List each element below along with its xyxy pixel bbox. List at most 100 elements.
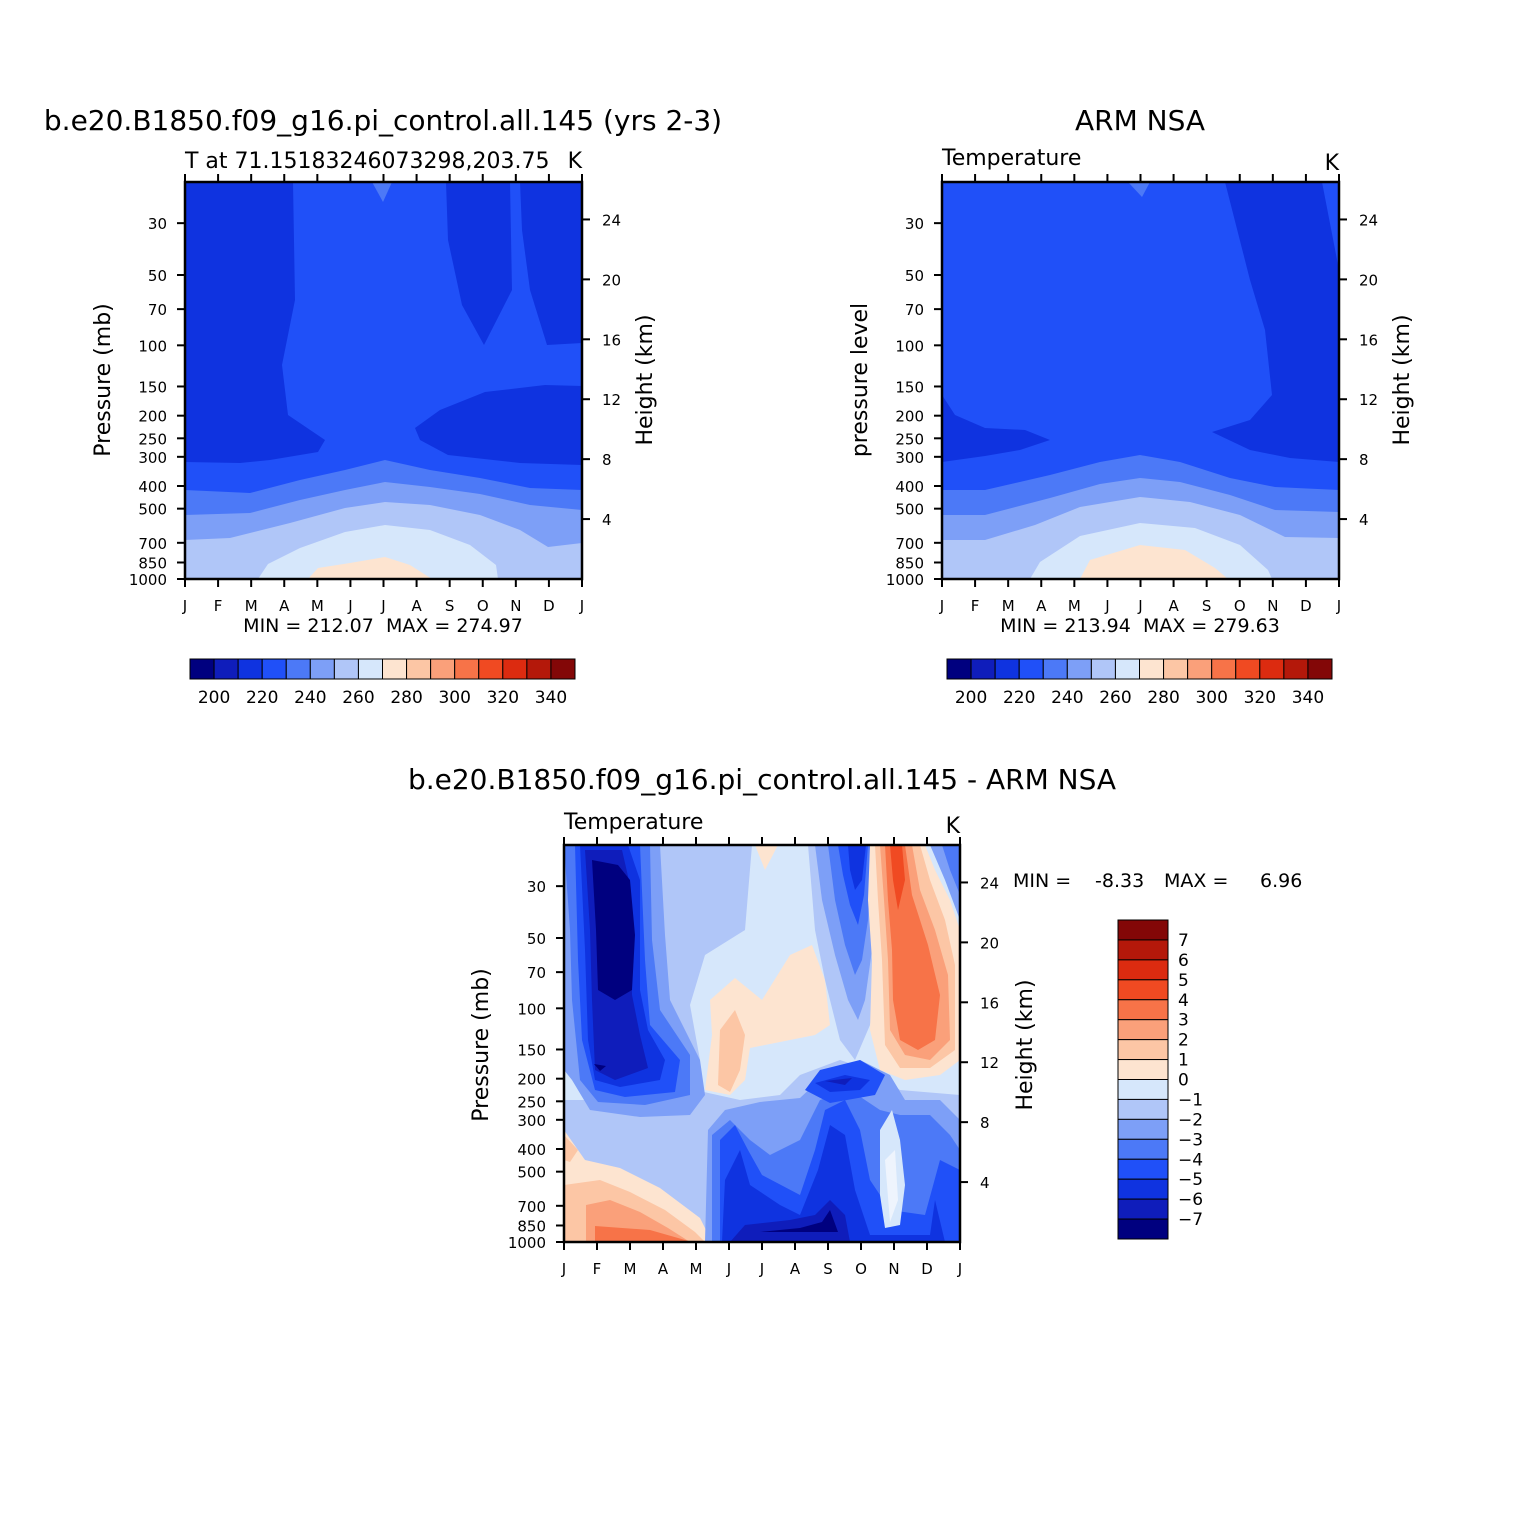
colorbar-label: 260 bbox=[342, 688, 374, 708]
colorbar-label: 200 bbox=[955, 688, 987, 708]
panel-diff-ylabel-right: Height (km) bbox=[1013, 979, 1038, 1110]
x-tick-label: D bbox=[921, 1260, 933, 1278]
colorbar-swatch bbox=[261, 658, 287, 680]
y-right-tick-label: 24 bbox=[980, 874, 999, 892]
colorbar-label: 5 bbox=[1178, 971, 1189, 991]
colorbar-swatch bbox=[526, 658, 552, 680]
x-tick-label: A bbox=[658, 1260, 669, 1278]
y-tick-label: 200 bbox=[895, 408, 924, 426]
colorbar-swatch bbox=[189, 658, 215, 680]
colorbar-swatch bbox=[1117, 999, 1169, 1021]
colorbar-label: −2 bbox=[1178, 1110, 1203, 1130]
x-tick-label: J bbox=[759, 1260, 764, 1278]
x-tick-label: O bbox=[477, 597, 489, 615]
y-tick-label: 300 bbox=[517, 1112, 546, 1130]
x-tick-label: J bbox=[1104, 597, 1109, 615]
y-tick-label: 70 bbox=[148, 301, 167, 319]
colorbar-swatch bbox=[1117, 1138, 1169, 1160]
x-tick-label: F bbox=[593, 1260, 602, 1278]
colorbar-swatch bbox=[357, 658, 383, 680]
colorbar-swatch bbox=[454, 658, 480, 680]
colorbar-label: 280 bbox=[1147, 688, 1179, 708]
colorbar-swatch bbox=[1117, 1118, 1169, 1140]
colorbar-swatch bbox=[1114, 658, 1140, 680]
y-tick-label: 850 bbox=[517, 1218, 546, 1236]
colorbar-swatch bbox=[1117, 1158, 1169, 1180]
x-tick-label: F bbox=[971, 597, 980, 615]
colorbar-swatch bbox=[1211, 658, 1237, 680]
colorbar-swatch bbox=[1066, 658, 1092, 680]
y-tick-label: 100 bbox=[138, 337, 167, 355]
x-tick-label: N bbox=[1267, 597, 1278, 615]
y-right-tick-label: 16 bbox=[602, 331, 621, 349]
colorbar-swatch bbox=[285, 658, 311, 680]
y-right-tick-label: 24 bbox=[1359, 211, 1378, 229]
x-tick-label: J bbox=[380, 597, 385, 615]
x-tick-label: M bbox=[1068, 597, 1081, 615]
colorbar-swatch bbox=[1163, 658, 1189, 680]
y-right-tick-label: 8 bbox=[980, 1114, 990, 1132]
y-right-tick-label: 20 bbox=[602, 271, 621, 289]
panel-diff-subtitle: Temperature bbox=[563, 810, 703, 835]
y-tick-label: 250 bbox=[895, 430, 924, 448]
x-tick-label: J bbox=[347, 597, 352, 615]
x-tick-label: J bbox=[1137, 597, 1142, 615]
colorbar-label: 2 bbox=[1178, 1031, 1189, 1051]
colorbar-swatch bbox=[333, 658, 359, 680]
y-tick-label: 850 bbox=[895, 555, 924, 573]
colorbar-swatch bbox=[382, 658, 408, 680]
panel-diff-min-label: MIN = bbox=[1013, 870, 1071, 892]
colorbar-label: 0 bbox=[1178, 1071, 1189, 1091]
colorbar-swatch bbox=[1117, 1059, 1169, 1080]
y-tick-label: 400 bbox=[138, 478, 167, 496]
y-tick-label: 150 bbox=[138, 378, 167, 396]
colorbar-swatch bbox=[1042, 658, 1068, 680]
y-right-tick-label: 8 bbox=[1359, 451, 1369, 469]
x-tick-label: M bbox=[1002, 597, 1015, 615]
colorbar-swatch bbox=[1018, 658, 1044, 680]
panel-diff-units: K bbox=[946, 814, 961, 839]
y-tick-label: 30 bbox=[527, 878, 546, 896]
x-tick-label: A bbox=[790, 1260, 801, 1278]
y-tick-label: 300 bbox=[895, 449, 924, 467]
y-tick-label: 700 bbox=[895, 535, 924, 553]
y-tick-label: 200 bbox=[138, 408, 167, 426]
y-tick-label: 1000 bbox=[886, 571, 924, 589]
y-tick-label: 250 bbox=[517, 1093, 546, 1111]
colorbar-swatch bbox=[1283, 658, 1309, 680]
x-tick-label: M bbox=[624, 1260, 637, 1278]
colorbar-swatch bbox=[430, 658, 456, 680]
colorbar-swatch bbox=[1117, 1218, 1169, 1240]
panel-diff-max-value: 6.96 bbox=[1260, 870, 1302, 892]
x-tick-label: S bbox=[1202, 597, 1212, 615]
y-tick-label: 50 bbox=[148, 267, 167, 285]
x-tick-label: J bbox=[939, 597, 944, 615]
x-tick-label: A bbox=[279, 597, 290, 615]
x-tick-label: F bbox=[214, 597, 223, 615]
y-tick-label: 300 bbox=[138, 449, 167, 467]
x-tick-label: J bbox=[1336, 597, 1341, 615]
y-tick-label: 500 bbox=[895, 501, 924, 519]
panel-obs-ylabel-right: Height (km) bbox=[1390, 314, 1415, 445]
x-tick-label: J bbox=[726, 1260, 731, 1278]
x-tick-label: A bbox=[1036, 597, 1047, 615]
colorbar-label: 240 bbox=[294, 688, 326, 708]
y-right-tick-label: 16 bbox=[980, 994, 999, 1012]
colorbar-label: 220 bbox=[1003, 688, 1035, 708]
panel-obs-title: ARM NSA bbox=[1075, 104, 1205, 137]
x-tick-label: D bbox=[543, 597, 555, 615]
x-tick-label: A bbox=[411, 597, 422, 615]
colorbar-swatch bbox=[1307, 658, 1333, 680]
colorbar-swatch bbox=[1117, 979, 1169, 1001]
colorbar-label: 6 bbox=[1178, 951, 1189, 971]
colorbar-label: 320 bbox=[1244, 688, 1276, 708]
panel-model: b.e20.B1850.f09_g16.pi_control.all.145 (… bbox=[44, 104, 722, 708]
panel-model-stats: MIN = 212.07 MAX = 274.97 bbox=[243, 615, 523, 637]
y-tick-label: 100 bbox=[895, 337, 924, 355]
panel-diff-max-label: MAX = bbox=[1164, 870, 1228, 892]
y-tick-label: 250 bbox=[138, 430, 167, 448]
x-tick-label: N bbox=[888, 1260, 899, 1278]
colorbar-label: 4 bbox=[1178, 991, 1189, 1011]
panel-diff: b.e20.B1850.f09_g16.pi_control.all.145 -… bbox=[408, 763, 1302, 1278]
colorbar-swatch bbox=[1117, 1098, 1169, 1120]
